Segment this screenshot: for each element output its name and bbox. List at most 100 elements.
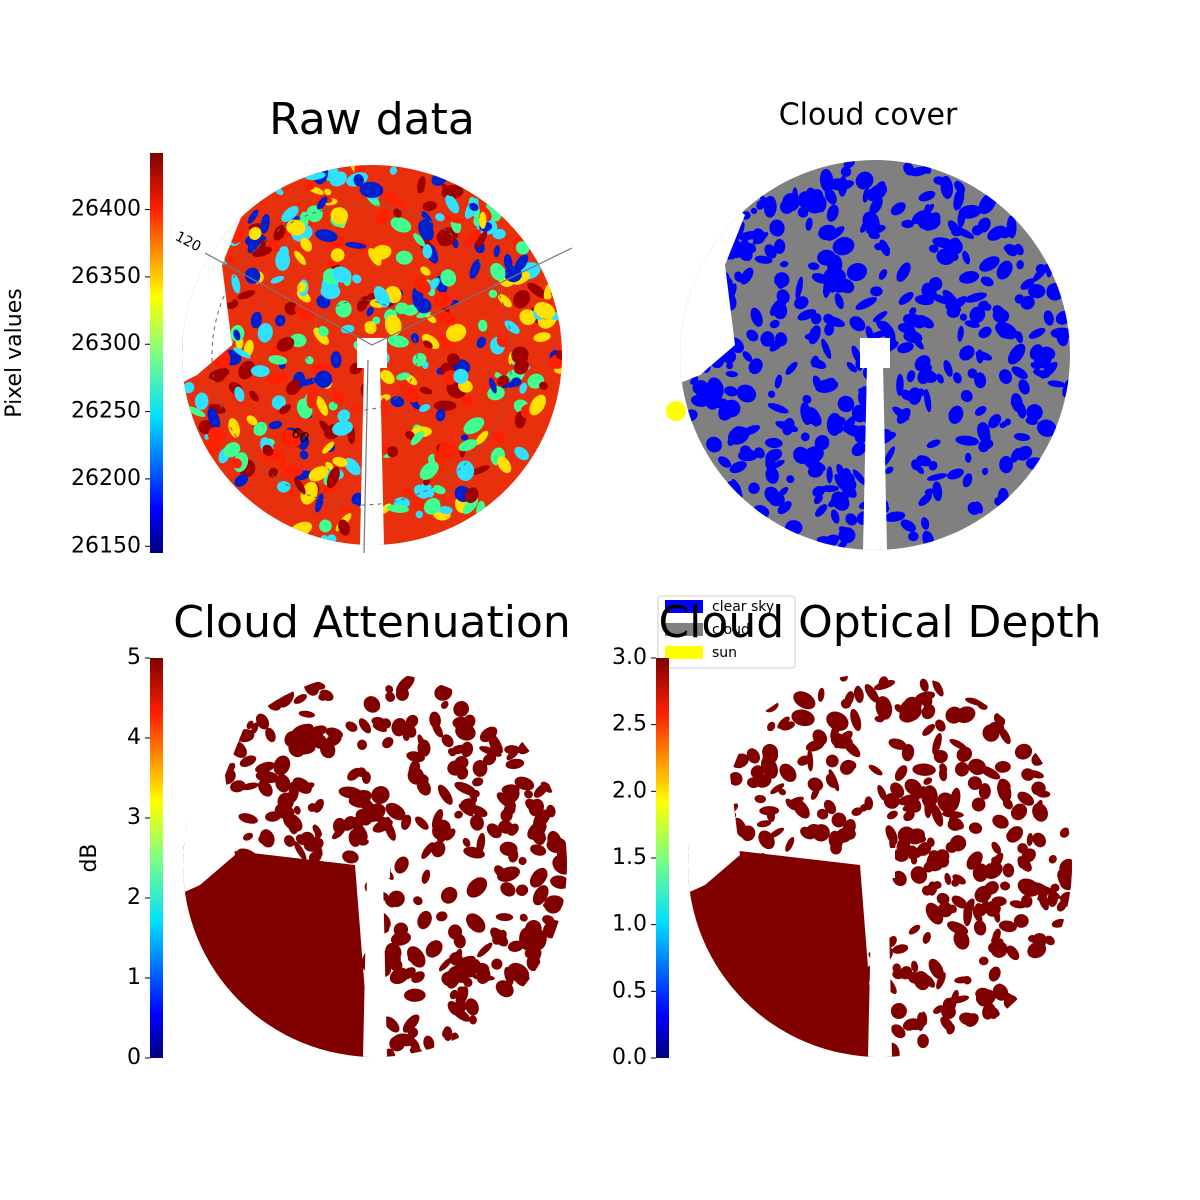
sky-blob: [951, 227, 965, 237]
sky-blob: [519, 382, 528, 394]
sky-blob: [432, 722, 443, 738]
sky-blob: [842, 739, 861, 758]
sky-blob: [552, 854, 567, 875]
sky-blob: [896, 262, 911, 282]
sky-blob: [1006, 945, 1020, 961]
sky-blob: [926, 473, 948, 481]
sky-blob: [503, 253, 513, 271]
sky-blob: [940, 175, 953, 199]
sky-blob: [385, 802, 406, 821]
sky-blob: [728, 771, 743, 786]
sky-blob: [764, 244, 777, 259]
sky-blob: [903, 794, 922, 813]
sky-blob: [756, 200, 765, 210]
sky-blob: [273, 755, 291, 776]
sky-blob: [494, 865, 506, 878]
sky-blob: [444, 828, 456, 841]
sky-blob: [308, 466, 329, 482]
sky-blob: [490, 263, 506, 281]
sky-blob: [812, 824, 830, 842]
polar-label: 60: [288, 425, 311, 447]
sky-blob: [868, 230, 880, 240]
sky-blob: [479, 746, 502, 757]
sky-blob: [262, 444, 274, 457]
sky-blob: [432, 485, 446, 495]
sky-blob: [898, 291, 914, 305]
sky-blob: [965, 697, 986, 707]
colorbar-tick-label: 26250: [71, 399, 141, 424]
sky-blob: [748, 482, 760, 494]
polar-grid: [306, 299, 418, 411]
sky-blob: [413, 233, 425, 247]
polar-axis: [204, 252, 373, 346]
sky-blob: [769, 297, 787, 316]
sky-blob: [274, 314, 286, 327]
sky-blob: [851, 404, 868, 423]
sky-blob: [959, 313, 968, 321]
sky-blob: [936, 373, 944, 384]
sky-blob: [257, 239, 266, 257]
sky-blob: [766, 807, 775, 823]
sky-blob: [1006, 831, 1015, 841]
sky-blob: [279, 404, 292, 415]
sky-blob: [398, 383, 420, 403]
sky-blob: [978, 956, 989, 966]
sky-blob: [297, 281, 307, 293]
sky-blob: [836, 463, 845, 479]
sky-blob: [504, 745, 521, 755]
sky-blob: [769, 319, 780, 329]
sky-blob: [820, 485, 839, 493]
sky-blob: [333, 817, 347, 835]
sky-blob: [375, 208, 390, 225]
sky-blob: [476, 966, 491, 985]
sky-blob: [870, 330, 889, 339]
sky-blob: [458, 803, 474, 817]
sky-blob: [413, 277, 431, 294]
sky-blob: [932, 481, 943, 502]
sky-blob: [388, 890, 405, 908]
sky-blob: [944, 872, 952, 885]
sky-blob: [884, 511, 906, 522]
sky-blob: [486, 823, 502, 839]
sky-blob: [344, 457, 361, 476]
sky-blob: [492, 431, 506, 444]
sky-blob: [909, 307, 917, 315]
sky-blob: [815, 379, 839, 393]
sky-blob: [919, 678, 929, 692]
sky-blob: [438, 441, 458, 459]
sky-blob: [488, 289, 498, 299]
sky-blob: [896, 373, 904, 396]
sky-blob: [475, 231, 488, 249]
sky-blob: [1032, 369, 1050, 378]
sky-blob: [496, 335, 509, 348]
sky-blob: [404, 724, 417, 738]
sky-blob: [276, 246, 289, 262]
sky-blob: [479, 726, 498, 743]
sky-blob: [692, 380, 708, 395]
sky-blob: [998, 920, 1017, 933]
sky-blob: [1035, 263, 1047, 274]
sky-blob: [395, 687, 409, 701]
sky-blob: [870, 286, 883, 297]
sky-blob: [505, 758, 525, 770]
sky-blob: [415, 510, 423, 519]
sky-blob: [922, 931, 931, 944]
sky-blob: [800, 402, 812, 426]
sky-blob: [800, 826, 816, 840]
polar-axis: [363, 359, 369, 554]
sky-blob: [933, 1005, 944, 1014]
sky-blob: [417, 734, 427, 752]
sky-blob: [793, 691, 816, 710]
sky-blob: [805, 739, 825, 752]
sky-blob: [981, 467, 989, 476]
sky-blob: [421, 842, 435, 859]
sky-blob: [273, 224, 286, 241]
sky-blob: [232, 237, 240, 244]
sky-blob: [472, 760, 488, 777]
sky-blob: [419, 404, 431, 412]
sky-blob: [1021, 848, 1036, 863]
sky-blob: [821, 338, 832, 359]
sky-blob: [237, 290, 256, 300]
sky-blob: [972, 863, 989, 882]
sky-blob: [760, 756, 778, 779]
